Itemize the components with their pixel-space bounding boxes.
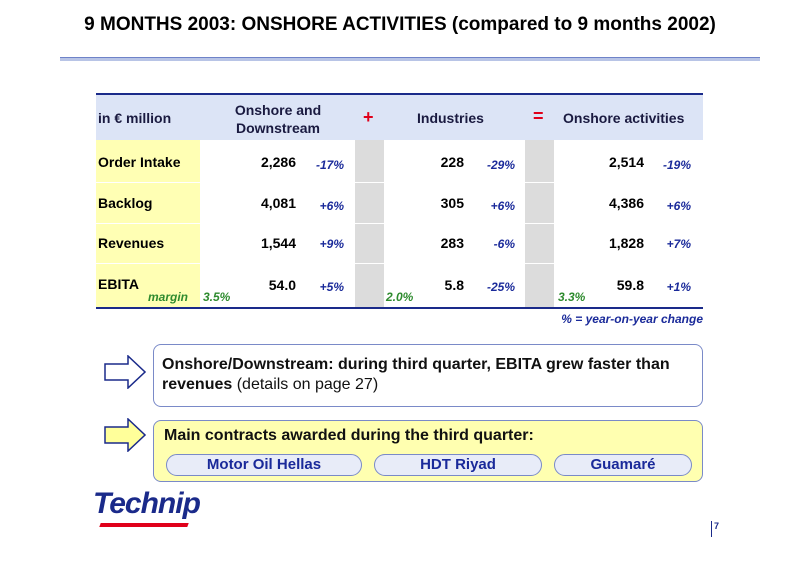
contracts-box: Main contracts awarded during the third … xyxy=(153,420,703,482)
page-number-divider xyxy=(711,521,712,537)
margin-label: margin xyxy=(148,290,189,304)
title-underline-line xyxy=(60,57,760,58)
commentary-reference: (details on page 27) xyxy=(236,376,379,393)
ebita-onshore: 54.0 xyxy=(268,277,296,293)
contracts-heading: Main contracts awarded during the third … xyxy=(164,427,534,444)
revenues-onshore-change: +9% xyxy=(319,237,344,251)
contract-pill: Guamaré xyxy=(554,454,692,476)
col-header-onshore-downstream: Onshore and Downstream xyxy=(234,102,322,136)
backlog-onshore-change: +6% xyxy=(319,199,344,213)
margin-industries: 2.0% xyxy=(386,290,414,304)
row-separator xyxy=(96,182,703,183)
row-separator xyxy=(96,263,703,264)
ebita-industries-change: -25% xyxy=(486,280,515,294)
title-underline xyxy=(60,57,760,61)
revenues-total-change: +7% xyxy=(666,237,691,251)
ebita-industries: 5.8 xyxy=(444,277,464,293)
revenues-total: 1,828 xyxy=(608,235,644,251)
table-header-band xyxy=(96,95,703,140)
margin-onshore: 3.5% xyxy=(203,290,231,304)
revenues-industries: 283 xyxy=(440,235,464,251)
order-intake-onshore: 2,286 xyxy=(260,154,296,170)
col-header-onshore-activities: Onshore activities xyxy=(563,110,685,126)
revenues-industries-change: -6% xyxy=(493,237,515,251)
contract-pill: HDT Riyad xyxy=(374,454,542,476)
row-label-order-intake: Order Intake xyxy=(98,154,181,170)
page-title: 9 MONTHS 2003: ONSHORE ACTIVITIES (compa… xyxy=(84,14,716,35)
ebita-commentary-box: Onshore/Downstream: during third quarter… xyxy=(153,344,703,407)
arrow-right-icon xyxy=(104,418,146,452)
contract-pill: Motor Oil Hellas xyxy=(166,454,362,476)
unit-label: in € million xyxy=(98,110,172,126)
order-intake-onshore-change: -17% xyxy=(315,158,344,172)
logo-underline xyxy=(99,523,189,527)
backlog-industries-change: +6% xyxy=(490,199,515,213)
table-footnote: % = year-on-year change xyxy=(561,312,703,326)
technip-logo: Technip xyxy=(93,487,201,520)
order-intake-total: 2,514 xyxy=(608,154,644,170)
ebita-total-change: +1% xyxy=(666,280,691,294)
commentary-bold: Onshore/Downstream: during third quarter… xyxy=(162,356,670,393)
arrow-right-icon xyxy=(104,355,146,389)
backlog-onshore: 4,081 xyxy=(260,195,296,211)
col-header-industries: Industries xyxy=(417,110,484,126)
order-intake-industries-change: -29% xyxy=(486,158,515,172)
row-label-ebita: EBITA xyxy=(98,276,139,292)
row-separator xyxy=(96,223,703,224)
backlog-total: 4,386 xyxy=(608,195,644,211)
order-intake-total-change: -19% xyxy=(662,158,691,172)
margin-total: 3.3% xyxy=(558,290,586,304)
row-label-backlog: Backlog xyxy=(98,195,153,211)
order-intake-industries: 228 xyxy=(440,154,464,170)
page-number: 7 xyxy=(714,521,720,531)
equals-sign: = xyxy=(533,106,544,126)
revenues-onshore: 1,544 xyxy=(260,235,296,251)
table-top-rule xyxy=(96,93,703,95)
backlog-total-change: +6% xyxy=(666,199,691,213)
table-bottom-rule xyxy=(96,307,703,309)
backlog-industries: 305 xyxy=(440,195,464,211)
ebita-total: 59.8 xyxy=(616,277,644,293)
row-label-revenues: Revenues xyxy=(98,235,165,251)
ebita-onshore-change: +5% xyxy=(319,280,344,294)
plus-sign: + xyxy=(363,107,374,127)
